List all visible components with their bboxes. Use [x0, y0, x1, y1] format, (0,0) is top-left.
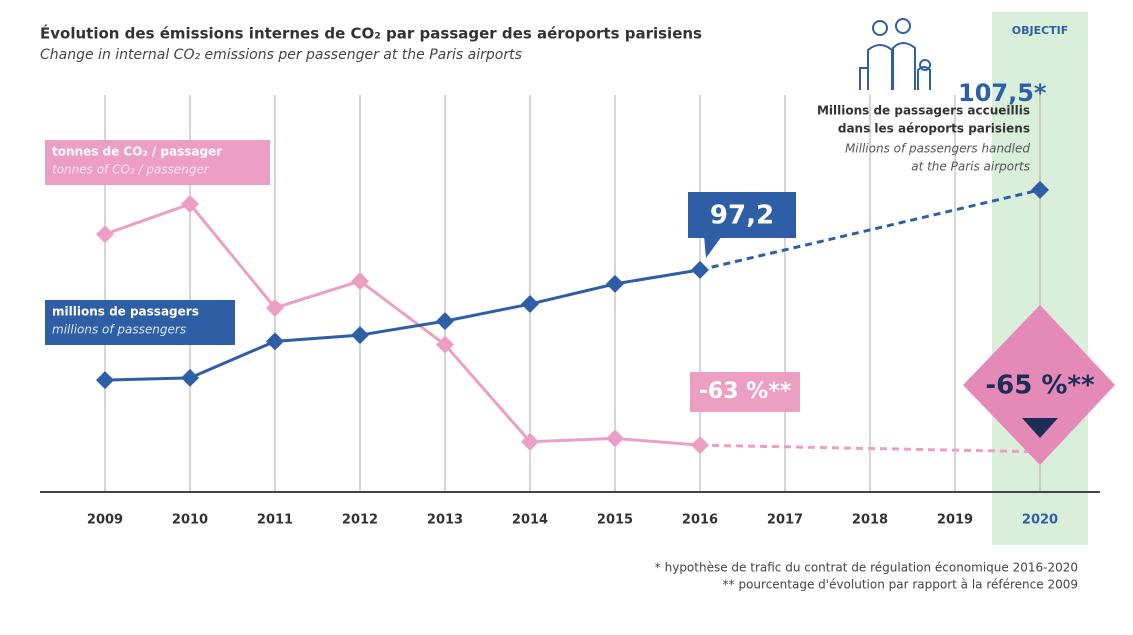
value-label: 97,2: [710, 201, 774, 231]
x-tick-label: 2009: [87, 513, 123, 528]
chart-title: Évolution des émissions internes de CO₂ …: [40, 24, 702, 43]
x-tick-label: 2020: [1022, 513, 1058, 528]
point: [521, 295, 539, 314]
x-tick-label: 2010: [172, 513, 208, 528]
value-label-box: [688, 192, 796, 238]
point: [96, 225, 114, 244]
note: Millions of passengers handled: [845, 142, 1030, 156]
point: [351, 272, 369, 291]
point: [691, 260, 709, 279]
x-tick-label: 2016: [682, 513, 718, 528]
note: at the Paris airports: [911, 160, 1030, 174]
x-tick-label: 2013: [427, 513, 463, 528]
point: [606, 429, 624, 448]
objective-label: OBJECTIF: [1012, 24, 1069, 37]
x-tick-label: 2019: [937, 513, 973, 528]
chart-subtitle: Change in internal CO₂ emissions per pas…: [40, 47, 522, 63]
point: [181, 195, 199, 214]
annotation: -63 %**: [699, 379, 792, 404]
projection-line: [699, 443, 1041, 454]
footnote: ** pourcentage d'évolution par rapport à…: [723, 578, 1078, 592]
legend-label: tonnes de CO₂ / passager: [52, 145, 222, 159]
point: [436, 312, 454, 331]
series-line: [104, 268, 701, 382]
value-label-pointer: [704, 236, 722, 258]
annotation-diamond: [963, 305, 1115, 465]
point: [1031, 180, 1049, 199]
footnote: * hypothèse de trafic du contrat de régu…: [655, 561, 1078, 575]
legend-label-en: millions of passengers: [52, 323, 186, 337]
x-tick-label: 2015: [597, 513, 633, 528]
value-label: 107,5*: [958, 79, 1047, 107]
point: [266, 332, 284, 351]
point: [351, 326, 369, 345]
x-tick-label: 2017: [767, 513, 803, 528]
point: [521, 432, 539, 451]
x-tick-label: 2014: [512, 513, 548, 528]
note: dans les aéroports parisiens: [838, 122, 1030, 136]
down-arrow: [1022, 418, 1058, 438]
legend-box: [45, 300, 235, 345]
legend-label: millions de passagers: [52, 305, 199, 319]
x-tick-label: 2011: [257, 513, 293, 528]
point: [266, 298, 284, 317]
annotation: -65 %**: [985, 371, 1095, 401]
x-tick-label: 2012: [342, 513, 378, 528]
projection-line: [699, 188, 1041, 272]
note: Millions de passagers accueillis: [817, 104, 1030, 118]
point: [606, 274, 624, 293]
annotation-box: [690, 372, 800, 412]
family-icon: [859, 18, 932, 90]
point: [436, 335, 454, 354]
series-line: [104, 202, 701, 447]
point: [181, 368, 199, 387]
point: [691, 436, 709, 455]
legend-box: [45, 140, 270, 185]
point: [96, 371, 114, 390]
legend-label-en: tonnes of CO₂ / passenger: [52, 163, 210, 177]
x-tick-label: 2018: [852, 513, 888, 528]
